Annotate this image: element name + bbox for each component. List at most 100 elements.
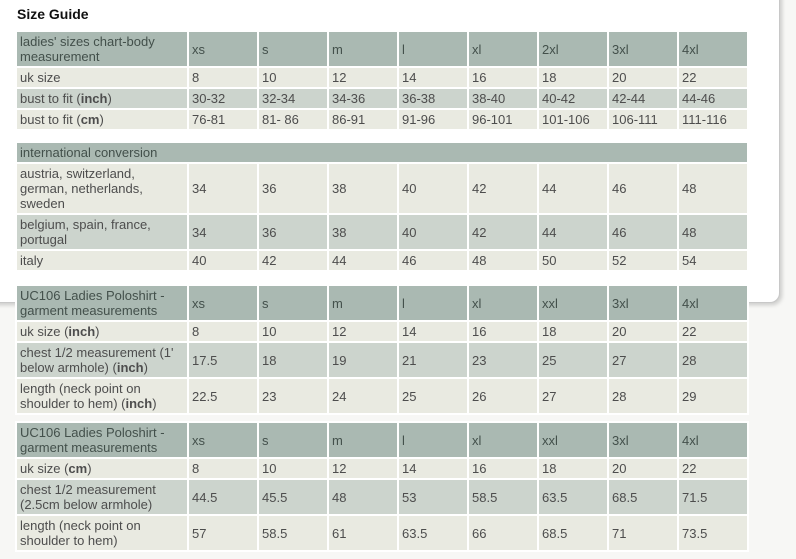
value-cell: 10 <box>259 322 327 341</box>
value-cell: 36 <box>259 164 327 213</box>
value-cell: 34 <box>189 215 257 249</box>
value-cell: 18 <box>539 459 607 478</box>
table-row: bust to fit (inch) 30-32 32-34 34-36 36-38 38… <box>17 89 747 108</box>
size-column-header: 4xl <box>679 32 747 66</box>
value-cell: 73.5 <box>679 516 747 550</box>
value-cell: 40-42 <box>539 89 607 108</box>
value-cell: 53 <box>399 480 467 514</box>
value-cell: 25 <box>539 343 607 377</box>
size-table-international-conversion: international conversion austria, switzer… <box>15 141 750 272</box>
value-cell: 40 <box>399 164 467 213</box>
row-label: length (neck point on shoulder to hem) <box>17 516 187 550</box>
value-cell: 24 <box>329 379 397 413</box>
value-cell: 25 <box>399 379 467 413</box>
row-label: length (neck point on shoulder to hem) (… <box>17 379 187 413</box>
value-cell: 8 <box>189 459 257 478</box>
table-row: chest 1/2 measurement (2.5cm below armho… <box>17 480 747 514</box>
table-header-row: UC106 Ladies Poloshirt - garment measure… <box>17 423 747 457</box>
table-header-span: international conversion <box>17 143 748 162</box>
value-cell: 76-81 <box>189 110 257 129</box>
size-column-header: xs <box>189 32 257 66</box>
table-header-row: international conversion <box>17 143 748 162</box>
page-title: Size Guide <box>17 6 89 22</box>
table-row: uk size (cm) 8 10 12 14 16 18 20 22 <box>17 459 747 478</box>
value-cell: 27 <box>609 343 677 377</box>
value-cell: 10 <box>259 68 327 87</box>
table-header-label: UC106 Ladies Poloshirt - garment measure… <box>17 423 187 457</box>
table-row: length (neck point on shoulder to hem) (… <box>17 379 747 413</box>
value-cell: 50 <box>539 251 607 270</box>
size-column-header: xl <box>469 32 537 66</box>
row-label: chest 1/2 measurement (2.5cm below armho… <box>17 480 187 514</box>
value-cell: 14 <box>399 68 467 87</box>
row-label: bust to fit (inch) <box>17 89 187 108</box>
value-cell: 38-40 <box>469 89 537 108</box>
value-cell: 44 <box>329 251 397 270</box>
value-cell: 28 <box>679 343 747 377</box>
row-label: bust to fit (cm) <box>17 110 187 129</box>
value-cell: 44 <box>539 164 607 213</box>
size-column-header: 4xl <box>679 423 747 457</box>
value-cell: 14 <box>399 459 467 478</box>
value-cell: 32-34 <box>259 89 327 108</box>
value-cell: 16 <box>469 322 537 341</box>
value-cell: 40 <box>399 215 467 249</box>
table-row: italy 40 42 44 46 48 50 52 54 <box>17 251 748 270</box>
value-cell: 18 <box>539 68 607 87</box>
value-cell: 20 <box>609 68 677 87</box>
value-cell: 22 <box>679 322 747 341</box>
value-cell: 42 <box>259 251 327 270</box>
value-cell: 46 <box>609 164 677 213</box>
value-cell: 14 <box>399 322 467 341</box>
value-cell: 71 <box>609 516 677 550</box>
value-cell: 30-32 <box>189 89 257 108</box>
size-table-uc106-garment-cm: UC106 Ladies Poloshirt - garment measure… <box>15 421 749 552</box>
table-header-row: UC106 Ladies Poloshirt - garment measure… <box>17 286 747 320</box>
value-cell: 12 <box>329 459 397 478</box>
value-cell: 71.5 <box>679 480 747 514</box>
value-cell: 106-111 <box>609 110 677 129</box>
value-cell: 18 <box>539 322 607 341</box>
value-cell: 27 <box>539 379 607 413</box>
value-cell: 42 <box>469 215 537 249</box>
table-row: austria, switzerland, german, netherland… <box>17 164 748 213</box>
size-column-header: l <box>399 286 467 320</box>
value-cell: 48 <box>679 164 748 213</box>
value-cell: 20 <box>609 322 677 341</box>
value-cell: 34 <box>189 164 257 213</box>
size-column-header: s <box>259 423 327 457</box>
value-cell: 38 <box>329 164 397 213</box>
row-label: uk size (cm) <box>17 459 187 478</box>
table-row: uk size 8 10 12 14 16 18 20 22 <box>17 68 747 87</box>
size-column-header: 4xl <box>679 286 747 320</box>
value-cell: 66 <box>469 516 537 550</box>
size-column-header: m <box>329 286 397 320</box>
value-cell: 58.5 <box>469 480 537 514</box>
value-cell: 42 <box>469 164 537 213</box>
row-label: uk size (inch) <box>17 322 187 341</box>
value-cell: 63.5 <box>399 516 467 550</box>
value-cell: 26 <box>469 379 537 413</box>
value-cell: 44-46 <box>679 89 747 108</box>
value-cell: 68.5 <box>609 480 677 514</box>
table-row: length (neck point on shoulder to hem) 57… <box>17 516 747 550</box>
size-column-header: s <box>259 32 327 66</box>
value-cell: 63.5 <box>539 480 607 514</box>
size-column-header: m <box>329 423 397 457</box>
value-cell: 22.5 <box>189 379 257 413</box>
size-column-header: xl <box>469 286 537 320</box>
value-cell: 12 <box>329 322 397 341</box>
value-cell: 91-96 <box>399 110 467 129</box>
size-guide-content: Size Guide ladies' sizes chart-body meas… <box>15 2 751 552</box>
row-label: chest 1/2 measurement (1' below armhole)… <box>17 343 187 377</box>
table-header-row: ladies' sizes chart-body measurement xs s m… <box>17 32 747 66</box>
value-cell: 45.5 <box>259 480 327 514</box>
size-column-header: xs <box>189 423 257 457</box>
value-cell: 68.5 <box>539 516 607 550</box>
value-cell: 46 <box>399 251 467 270</box>
value-cell: 22 <box>679 459 747 478</box>
size-table-uc106-garment-inch: UC106 Ladies Poloshirt - garment measure… <box>15 284 749 415</box>
row-label: uk size <box>17 68 187 87</box>
table-row: chest 1/2 measurement (1' below armhole)… <box>17 343 747 377</box>
table-row: uk size (inch) 8 10 12 14 16 18 20 22 <box>17 322 747 341</box>
